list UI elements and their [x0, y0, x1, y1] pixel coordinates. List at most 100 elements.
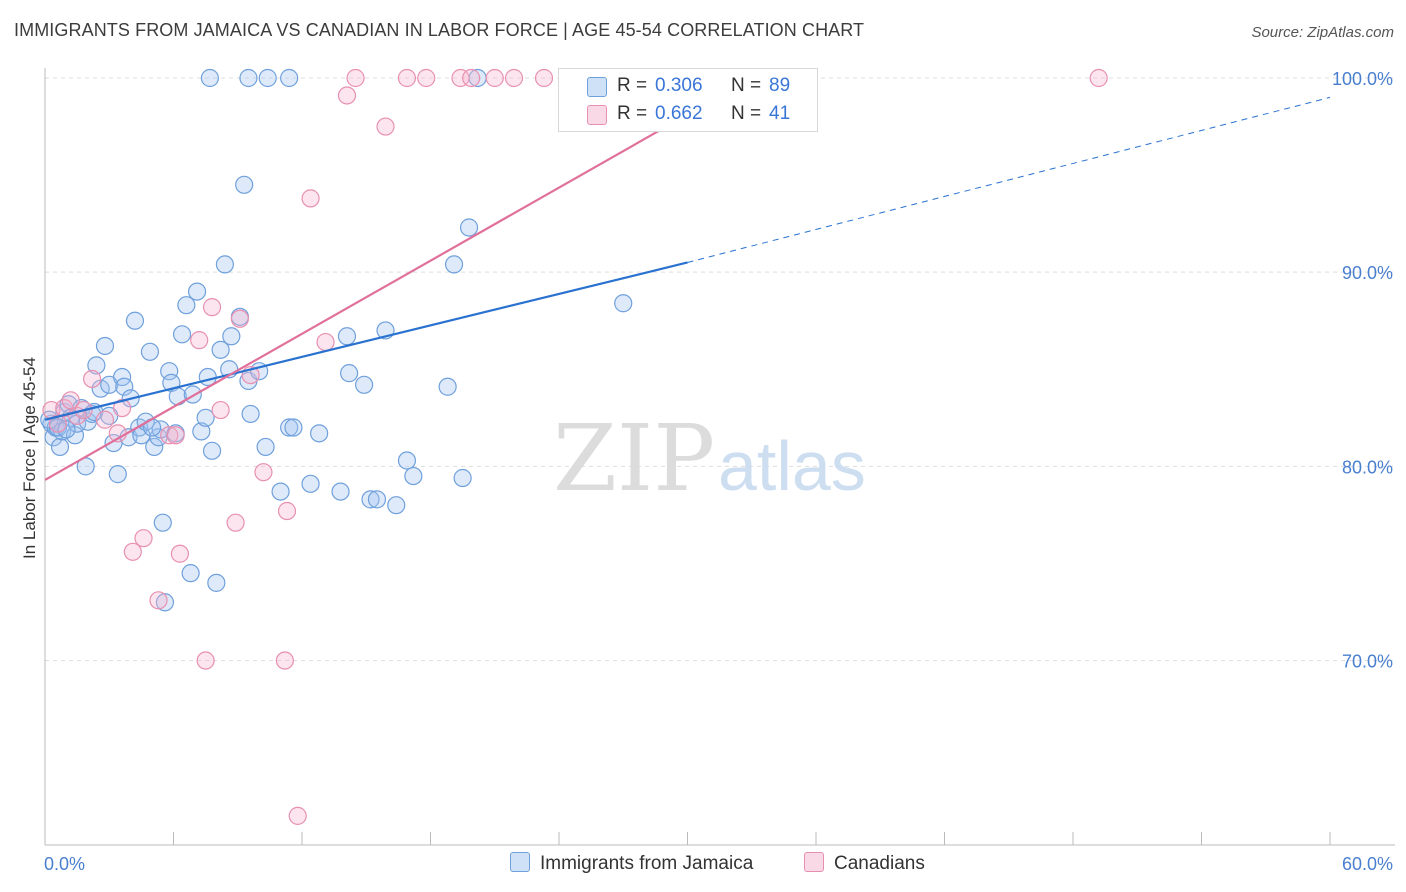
point-jamaica	[387, 496, 406, 515]
bottom-legend-label: Canadians	[834, 853, 925, 874]
point-jamaica	[87, 356, 106, 375]
point-jamaica	[215, 255, 234, 274]
bottom-legend-jamaica[interactable]: Immigrants from Jamaica	[510, 852, 753, 875]
point-canadians	[451, 68, 470, 88]
point-jamaica	[459, 218, 479, 237]
point-jamaica	[196, 408, 215, 427]
legend-row-jamaica: R = 0.306 N = 89	[559, 74, 817, 100]
point-jamaica	[145, 437, 164, 457]
point-jamaica	[115, 377, 134, 396]
point-jamaica	[168, 387, 187, 406]
point-jamaica	[239, 68, 258, 88]
chart-title: IMMIGRANTS FROM JAMAICA VS CANADIAN IN L…	[14, 20, 865, 40]
y-tick-label: 100.0%	[1332, 69, 1393, 89]
point-jamaica	[181, 564, 200, 583]
point-jamaica	[160, 362, 179, 381]
point-jamaica	[108, 465, 127, 484]
point-canadians	[123, 542, 142, 561]
bottom-legend-swatch-pink	[804, 852, 824, 872]
point-jamaica	[177, 296, 196, 315]
y-tick-label: 80.0%	[1342, 457, 1393, 477]
point-jamaica	[453, 468, 472, 488]
point-jamaica	[367, 490, 387, 509]
point-canadians	[534, 68, 554, 88]
point-jamaica	[256, 437, 275, 457]
point-jamaica	[241, 404, 260, 424]
point-canadians	[376, 117, 395, 136]
point-jamaica	[95, 336, 115, 356]
point-canadians	[61, 391, 80, 410]
point-jamaica	[172, 325, 192, 344]
point-jamaica	[153, 513, 172, 532]
point-jamaica	[340, 364, 359, 383]
point-jamaica	[444, 255, 464, 274]
point-canadians	[275, 651, 294, 670]
point-canadians	[134, 529, 153, 548]
point-jamaica	[337, 327, 357, 346]
point-jamaica	[355, 375, 374, 394]
point-canadians	[337, 86, 357, 105]
point-canadians	[346, 68, 365, 88]
point-jamaica	[310, 424, 329, 443]
legend-n-label: N =	[731, 103, 762, 124]
watermark-zip: ZIP	[553, 405, 715, 512]
point-jamaica	[614, 294, 633, 313]
x-tick-max: 60.0%	[1342, 854, 1393, 874]
axes: 70.0% 80.0% 90.0% 100.0%	[44, 68, 1395, 846]
legend-row-canadians: R = 0.662 N = 41	[559, 102, 817, 128]
legend-n-label: N =	[731, 75, 762, 96]
point-canadians	[462, 68, 481, 88]
bottom-legend-canadians[interactable]: Canadians	[804, 852, 925, 875]
point-jamaica	[207, 573, 226, 592]
point-canadians	[254, 463, 273, 482]
point-canadians	[160, 426, 179, 445]
point-jamaica	[361, 490, 380, 509]
stats-legend: R = 0.306 N = 89 R = 0.662 N = 41	[558, 68, 818, 132]
point-canadians	[504, 68, 524, 88]
point-jamaica	[258, 68, 277, 88]
legend-r-value: 0.662	[655, 103, 703, 124]
point-canadians	[1089, 68, 1108, 88]
trend-extension-jamaica	[687, 96, 1331, 263]
point-canadians	[196, 651, 215, 670]
point-jamaica	[235, 175, 254, 194]
point-jamaica	[301, 474, 320, 493]
point-canadians	[83, 369, 102, 389]
point-jamaica	[50, 437, 70, 457]
point-jamaica	[271, 482, 290, 501]
point-canadians	[190, 331, 209, 350]
point-canadians	[397, 68, 417, 88]
point-jamaica	[211, 340, 230, 359]
legend-swatch-pink	[587, 105, 607, 125]
watermark: ZIP atlas	[553, 405, 866, 512]
trend-line-canadians	[44, 77, 753, 481]
legend-r-label: R =	[617, 75, 648, 96]
legend-r-label: R =	[617, 103, 648, 124]
point-jamaica	[404, 466, 423, 486]
point-canadians	[301, 189, 320, 208]
bottom-legend-label: Immigrants from Jamaica	[540, 853, 754, 874]
point-jamaica	[200, 68, 220, 88]
point-canadians	[277, 501, 297, 521]
point-jamaica	[331, 482, 350, 501]
point-canadians	[170, 544, 190, 563]
source-label: Source: ZipAtlas.com	[1251, 24, 1394, 41]
y-tick-label: 90.0%	[1342, 263, 1393, 283]
point-canadians	[316, 332, 335, 352]
point-jamaica	[125, 311, 145, 330]
legend-r-value: 0.306	[655, 75, 703, 96]
point-jamaica	[187, 282, 207, 301]
point-canadians	[112, 399, 132, 418]
point-canadians	[202, 298, 222, 317]
point-canadians	[226, 513, 245, 532]
point-canadians	[288, 806, 307, 825]
point-canadians	[230, 309, 249, 328]
point-canadians	[95, 410, 115, 429]
y-axis-label: In Labor Force | Age 45-54	[20, 357, 39, 559]
point-canadians	[48, 414, 67, 433]
point-jamaica	[397, 451, 417, 470]
trend-line-jamaica	[44, 261, 688, 421]
point-jamaica	[280, 68, 299, 88]
point-jamaica	[155, 593, 175, 612]
